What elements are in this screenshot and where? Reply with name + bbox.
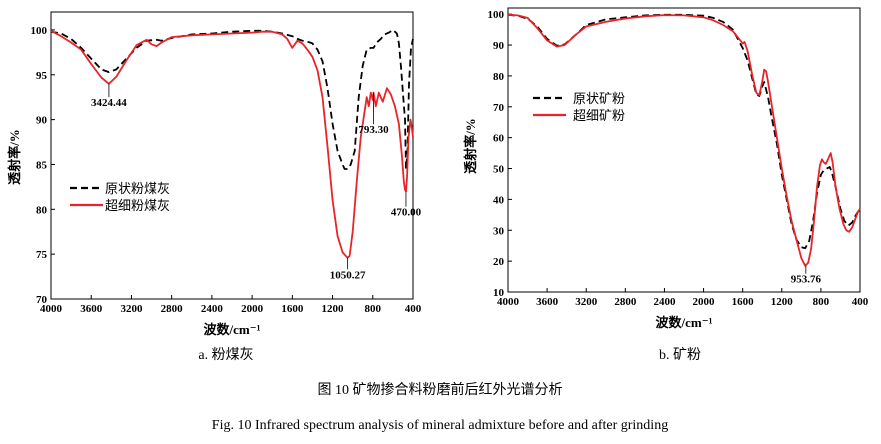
- x-tick-label-a: 3200: [120, 303, 143, 315]
- y-tick-label-b: 50: [493, 164, 505, 176]
- y-tick-label-b: 40: [493, 194, 505, 206]
- y-axis-title-a: 透射率/%: [7, 129, 22, 185]
- x-tick-label-a: 2000: [241, 303, 264, 315]
- x-tick-label-b: 4000: [497, 296, 520, 308]
- y-tick-label-a: 90: [36, 115, 48, 127]
- chart-panel-fly-ash: 4000 3600 3200 2800 2400 2000 1600 1200 800 400 70…: [7, 11, 422, 337]
- x-tick-label-b: 2800: [614, 296, 637, 308]
- y-tick-label-b: 10: [493, 287, 505, 299]
- series-lines-a: [50, 29, 414, 259]
- y-tick-label-b: 80: [493, 71, 505, 83]
- annotation-label-a: 793.30: [358, 124, 389, 136]
- x-axis-title-b: 波数/cm⁻¹: [656, 315, 713, 330]
- x-tick-label-b: 1600: [732, 296, 755, 308]
- y-tick-label-b: 70: [493, 102, 505, 114]
- y-tick-label-a: 80: [36, 204, 48, 216]
- plot-frame-b: [507, 7, 861, 293]
- legend-b-raw-label: 原状矿粉: [573, 91, 625, 106]
- panel-a-caption: a. 粉煤灰: [198, 347, 253, 363]
- x-tick-label-a: 2400: [201, 303, 224, 315]
- y-tick-label-b: 30: [493, 225, 505, 237]
- x-tick-label-b: 1200: [771, 296, 794, 308]
- x-tick-label-b: 2400: [653, 296, 676, 308]
- annotation-label-a: 1050.27: [330, 269, 366, 281]
- y-tick-label-a: 70: [36, 294, 48, 306]
- figure-caption-cn: 图 10 矿物掺合料粉磨前后红外光谱分析: [318, 381, 563, 398]
- legend-a: 原状粉煤灰 超细粉煤灰: [70, 181, 170, 213]
- figure-caption-en: Fig. 10 Infrared spectrum analysis of mi…: [212, 418, 668, 433]
- legend-a-ultrafine-label: 超细粉煤灰: [105, 198, 170, 213]
- y-tick-label-a: 75: [36, 249, 48, 261]
- y-tick-label-b: 90: [493, 40, 505, 52]
- x-tick-label-a: 2800: [161, 303, 184, 315]
- chart-panel-slag-powder: 4000 3600 3200 2800 2400 2000 1600 1200 800 400 10…: [463, 7, 869, 330]
- legend-a-raw-label: 原状粉煤灰: [105, 181, 170, 196]
- series-ultrafine-line-b: [507, 13, 861, 267]
- x-tick-label-a: 4000: [40, 303, 63, 315]
- y-tick-label-a: 95: [36, 70, 48, 82]
- y-axis-title-b: 透射率/%: [463, 118, 478, 174]
- y-tick-label-a: 100: [31, 25, 48, 37]
- ticks-b: 4000 3600 3200 2800 2400 2000 1600 1200 800 400 10…: [488, 9, 869, 308]
- x-tick-label-a: 400: [405, 303, 422, 315]
- panel-b-caption: b. 矿粉: [659, 347, 701, 363]
- annotation-label-a: 470.00: [391, 207, 422, 219]
- y-tick-label-b: 60: [493, 133, 505, 145]
- y-tick-label-b: 100: [488, 9, 505, 21]
- legend-b: 原状矿粉 超细矿粉: [533, 91, 625, 123]
- annotation-label-b: 953.76: [791, 274, 822, 286]
- x-tick-label-a: 800: [365, 303, 382, 315]
- annotation-label-a: 3424.44: [91, 97, 127, 109]
- y-tick-label-a: 85: [36, 159, 48, 171]
- x-tick-label-a: 3600: [80, 303, 103, 315]
- y-tick-label-b: 20: [493, 256, 505, 268]
- x-tick-label-b: 3200: [575, 296, 598, 308]
- ticks-a: 4000 3600 3200 2800 2400 2000 1600 1200 800 400 70…: [31, 25, 422, 315]
- x-tick-label-b: 400: [852, 296, 869, 308]
- x-tick-label-b: 3600: [536, 296, 559, 308]
- series-raw-line-b: [507, 13, 861, 250]
- series-raw-line-a: [50, 29, 414, 170]
- x-tick-label-a: 1600: [281, 303, 304, 315]
- plot-frame-a: [50, 11, 414, 300]
- annotations-b: 953.76: [791, 265, 822, 286]
- series-ultrafine-line-a: [50, 30, 414, 259]
- series-lines-b: [507, 13, 861, 267]
- x-tick-label-b: 2000: [693, 296, 716, 308]
- annotations-a: 3424.44 1050.27 793.30 470.00: [91, 83, 422, 281]
- x-tick-label-a: 1200: [322, 303, 345, 315]
- x-tick-label-b: 800: [813, 296, 830, 308]
- x-axis-title-a: 波数/cm⁻¹: [204, 322, 261, 337]
- legend-b-ultrafine-label: 超细矿粉: [573, 108, 625, 123]
